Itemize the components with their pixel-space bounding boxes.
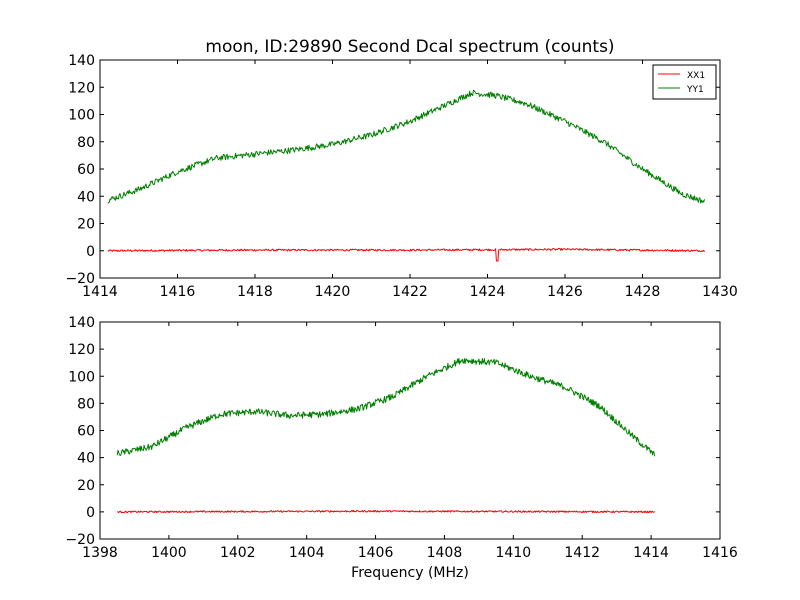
x-tick-label: 1416 bbox=[160, 284, 196, 300]
legend-label-xx1: XX1 bbox=[687, 71, 705, 81]
y-tick-label: 100 bbox=[68, 369, 95, 385]
x-tick-label: 1398 bbox=[82, 545, 118, 561]
plot-area bbox=[100, 322, 720, 539]
series-line-yy1 bbox=[107, 89, 705, 204]
x-tick-label: 1414 bbox=[82, 284, 118, 300]
y-tick-label: 100 bbox=[68, 108, 95, 124]
y-tick-label: 120 bbox=[68, 342, 95, 358]
y-tick-label: 40 bbox=[77, 451, 95, 467]
plot-area bbox=[100, 60, 720, 278]
y-tick-label: 0 bbox=[86, 505, 95, 521]
x-tick-label: 1408 bbox=[427, 545, 463, 561]
y-tick-label: −20 bbox=[65, 532, 95, 548]
x-tick-label: 1426 bbox=[547, 284, 583, 300]
y-tick-label: 0 bbox=[86, 244, 95, 260]
legend-label-yy1: YY1 bbox=[686, 85, 704, 95]
x-tick-label: 1430 bbox=[702, 284, 738, 300]
series-line-red bbox=[117, 509, 655, 514]
x-axis-label: Frequency (MHz) bbox=[351, 565, 469, 581]
y-tick-label: 20 bbox=[77, 217, 95, 233]
y-tick-label: 120 bbox=[68, 80, 95, 96]
x-tick-label: 1410 bbox=[496, 545, 532, 561]
y-tick-label: 80 bbox=[77, 396, 95, 412]
y-tick-label: −20 bbox=[65, 271, 95, 287]
x-tick-label: 1424 bbox=[470, 284, 506, 300]
x-tick-label: 1420 bbox=[315, 284, 351, 300]
y-tick-label: 140 bbox=[68, 315, 95, 331]
x-tick-label: 1400 bbox=[151, 545, 187, 561]
x-tick-label: 1416 bbox=[702, 545, 738, 561]
y-tick-label: 80 bbox=[77, 135, 95, 151]
x-tick-label: 1414 bbox=[633, 545, 669, 561]
chart-title: moon, ID:29890 Second Dcal spectrum (cou… bbox=[205, 37, 614, 57]
y-tick-label: 140 bbox=[68, 53, 95, 69]
chart-panel-1: 1414 1416 1418 1420 1422 1424 1426 1428 1430 −20 0… bbox=[65, 37, 737, 300]
x-tick-label: 1412 bbox=[564, 545, 600, 561]
series-line-green bbox=[116, 358, 656, 457]
y-tick-label: 20 bbox=[77, 478, 95, 494]
y-tick-label: 40 bbox=[77, 189, 95, 205]
x-tick-label: 1404 bbox=[289, 545, 325, 561]
x-tick-label: 1428 bbox=[625, 284, 661, 300]
x-tick-label: 1422 bbox=[392, 284, 428, 300]
y-tick-label: 60 bbox=[77, 424, 95, 440]
x-tick-label: 1402 bbox=[220, 545, 256, 561]
x-tick-label: 1418 bbox=[237, 284, 273, 300]
y-tick-label: 60 bbox=[77, 162, 95, 178]
series-line-xx1 bbox=[107, 247, 705, 262]
chart-panel-2: 1398 1400 1402 1404 1406 1408 1410 1412 1414 1416… bbox=[65, 315, 737, 581]
x-tick-label: 1406 bbox=[358, 545, 394, 561]
legend-box bbox=[652, 64, 717, 100]
